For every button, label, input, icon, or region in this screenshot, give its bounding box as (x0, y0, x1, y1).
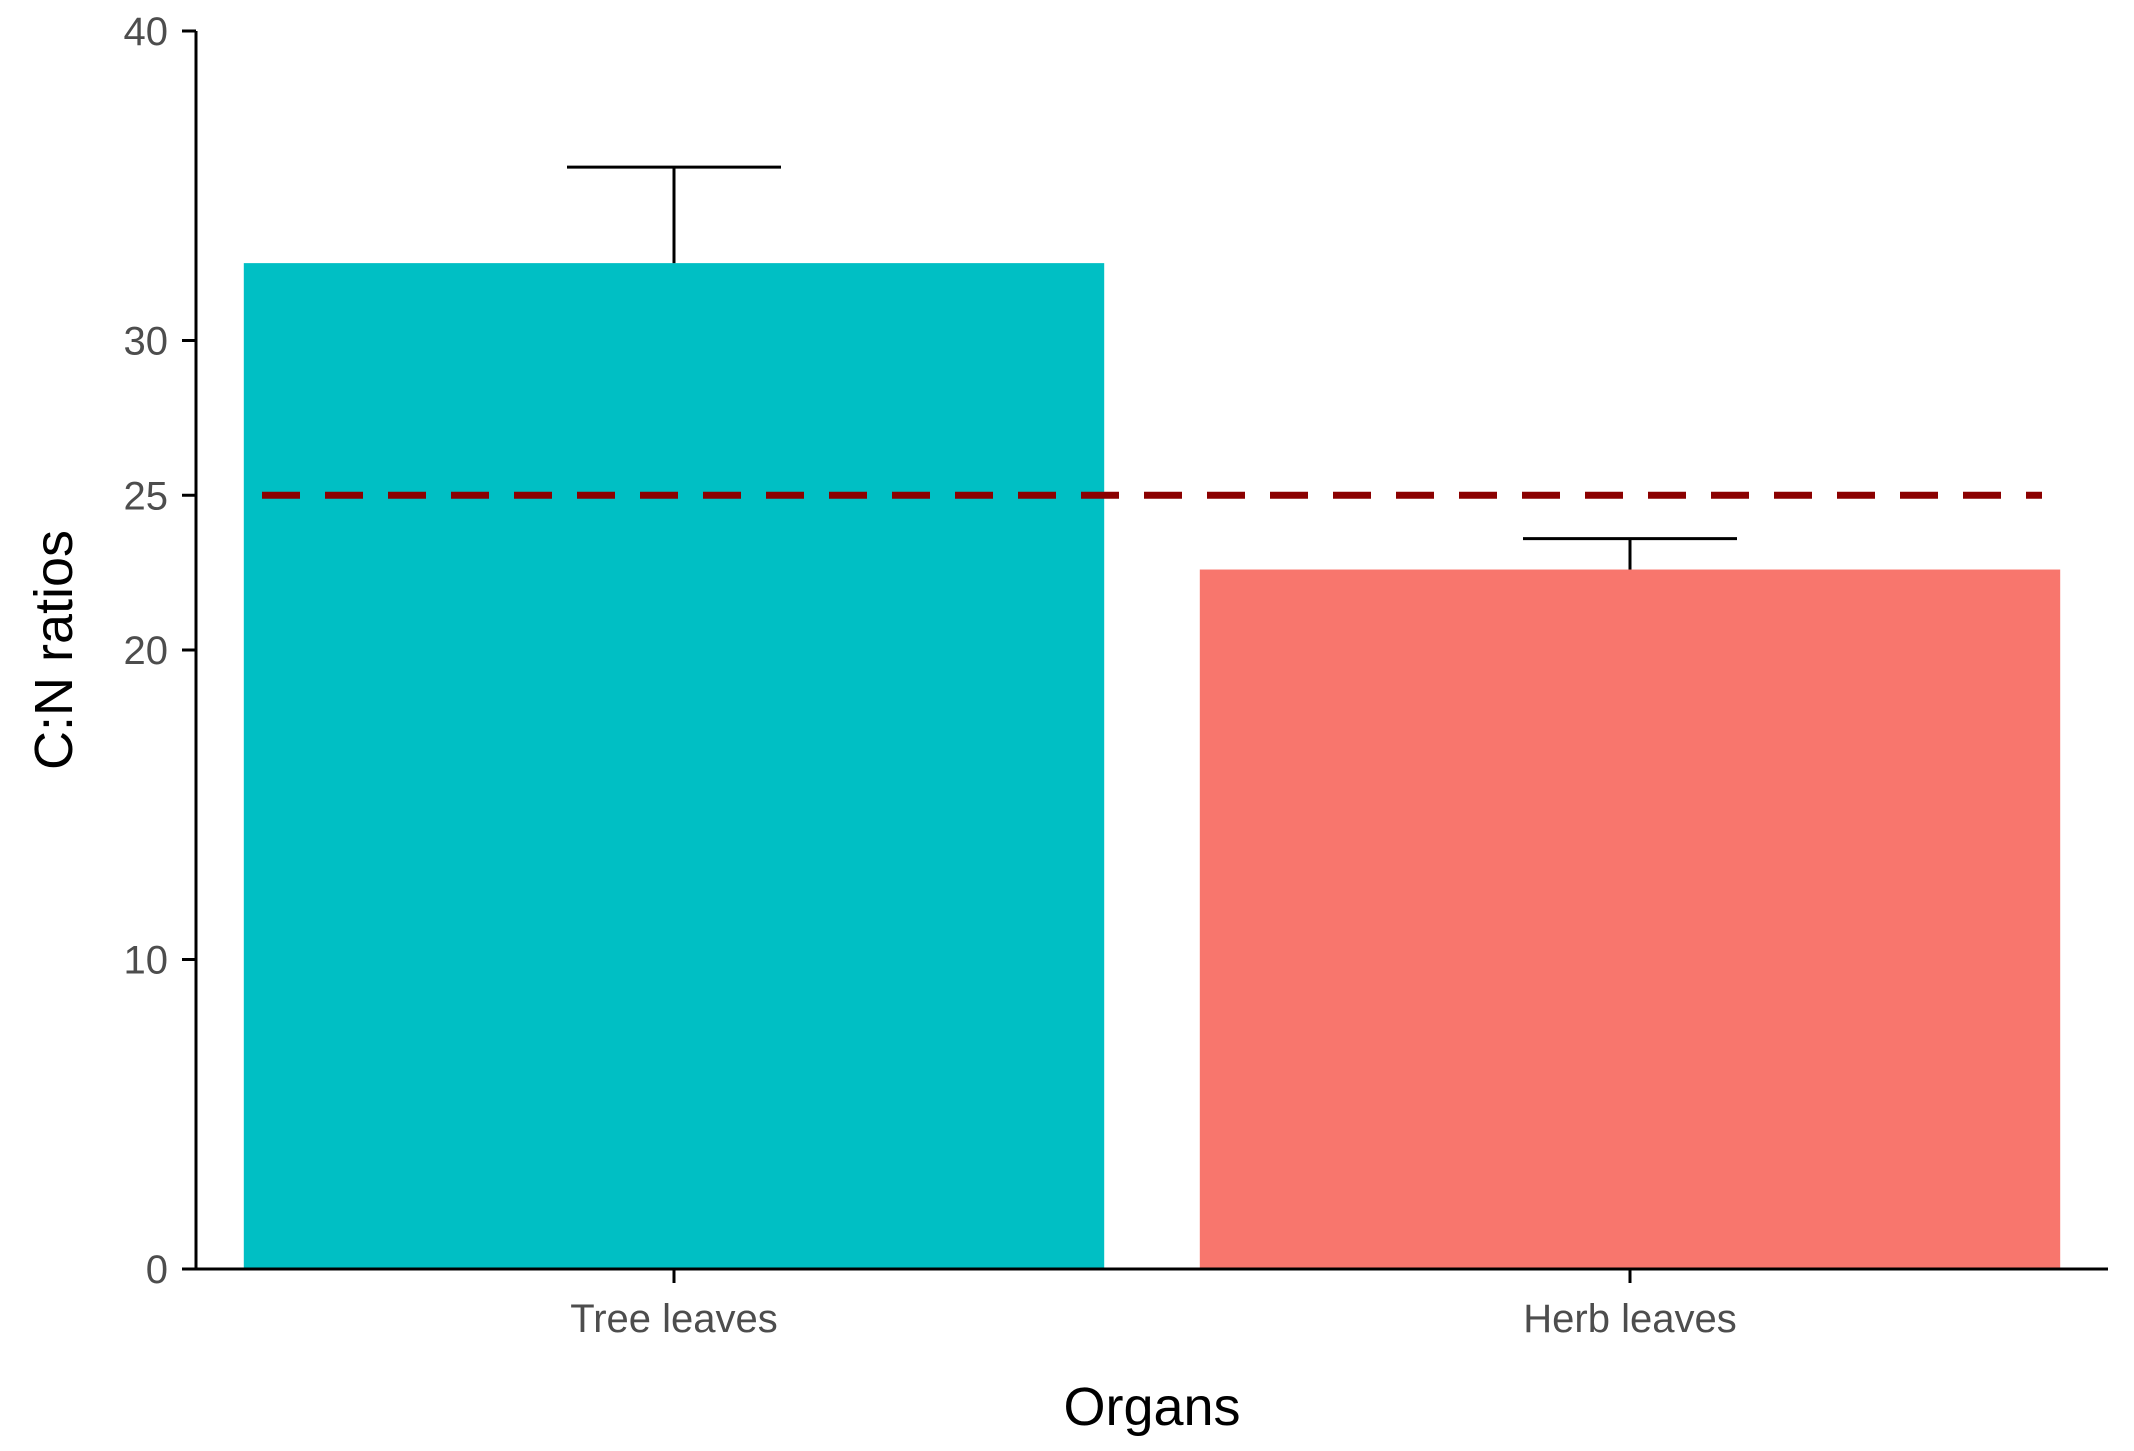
x-ticks: Tree leaves Herb leaves (570, 1269, 1737, 1341)
y-tick-label: 20 (124, 629, 169, 673)
y-ticks: 0 10 20 25 30 40 (124, 10, 196, 1292)
x-tick-label: Herb leaves (1523, 1297, 1736, 1341)
bars-layer (243, 263, 2061, 1269)
y-tick-label: 10 (124, 939, 169, 983)
y-tick-label: 30 (124, 320, 169, 364)
error-bar-1 (567, 165, 781, 264)
bar-1 (243, 263, 1105, 1269)
error-bar-2 (1523, 537, 1737, 570)
bar-2 (1199, 569, 2061, 1269)
y-tick-label: 0 (146, 1248, 168, 1292)
y-tick-label: 40 (124, 10, 169, 54)
x-axis-title: Organs (1063, 1377, 1240, 1437)
x-tick-label: Tree leaves (570, 1297, 778, 1341)
error-bars-layer (567, 165, 1737, 570)
y-axis-title: C:N ratios (24, 530, 84, 770)
y-tick-label: 25 (124, 474, 169, 518)
